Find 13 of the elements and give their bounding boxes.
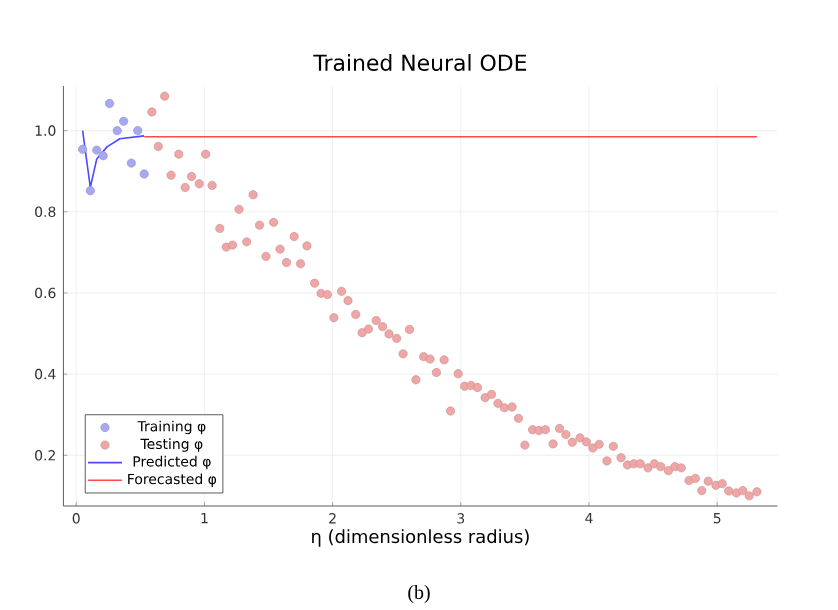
point bbox=[92, 145, 102, 155]
point bbox=[119, 116, 129, 126]
x-axis-title: η (dimensionless radius) bbox=[312, 529, 529, 547]
text: (b) bbox=[408, 584, 430, 604]
point bbox=[78, 144, 88, 154]
point bbox=[112, 126, 122, 136]
point bbox=[105, 98, 115, 108]
point bbox=[126, 158, 136, 168]
point bbox=[98, 151, 108, 161]
chart-title: Trained Neural ODE bbox=[313, 54, 527, 71]
point bbox=[133, 126, 143, 136]
point bbox=[85, 186, 95, 196]
point bbox=[139, 169, 149, 179]
